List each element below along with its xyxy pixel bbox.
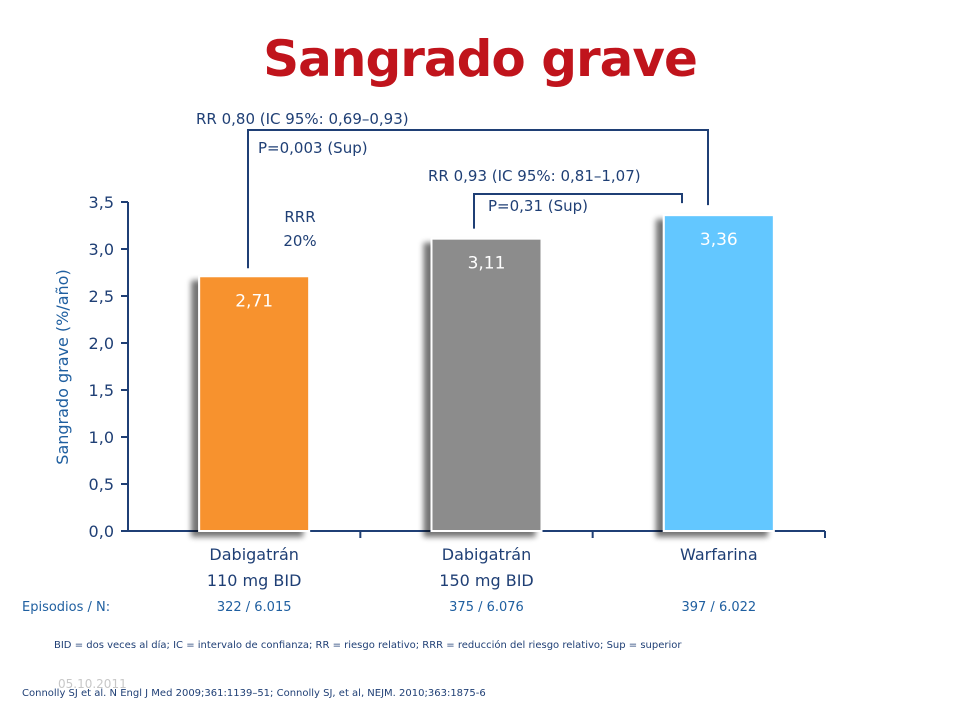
x-category-sublabel: 110 mg BID (207, 571, 301, 590)
x-category-label: Warfarina (680, 545, 758, 564)
episodes-value: 397 / 6.022 (681, 600, 756, 615)
bar (662, 214, 775, 532)
p-annotation-150: P=0,31 (Sup) (488, 197, 588, 215)
rrr-value: 20% (283, 232, 316, 250)
rr-annotation-150: RR 0,93 (IC 95%: 0,81–1,07) (428, 167, 641, 185)
y-tick-label: 3,0 (89, 240, 114, 259)
rrr-label: RRR (284, 208, 315, 226)
bracket-110-vs-warfarina (247, 129, 709, 269)
bar-value-label: 3,11 (468, 254, 506, 274)
bar (198, 275, 311, 533)
reference-citation: Connolly SJ et al. N Engl J Med 2009;361… (22, 688, 486, 699)
y-tick-label: 0,5 (89, 475, 114, 494)
y-tick-label: 0,0 (89, 522, 114, 541)
y-axis-label: Sangrado grave (%/año) (53, 269, 72, 464)
y-tick-label: 1,0 (89, 428, 114, 447)
episodes-value: 322 / 6.015 (217, 600, 292, 615)
y-tick-label: 2,5 (89, 287, 114, 306)
y-tick-label: 1,5 (89, 381, 114, 400)
slide-title: Sangrado grave (263, 30, 698, 88)
footnote: BID = dos veces al día; IC = intervalo d… (54, 640, 682, 651)
x-category-label: Dabigatrán (209, 545, 298, 564)
p-annotation-110: P=0,003 (Sup) (258, 139, 368, 157)
episodes-label: Episodios / N: (22, 600, 110, 615)
bar (430, 237, 543, 532)
bracket-150-vs-warfarina (473, 193, 683, 229)
rr-annotation-110: RR 0,80 (IC 95%: 0,69–0,93) (196, 110, 409, 128)
x-category-label: Dabigatrán (442, 545, 531, 564)
slide-date: 05.10.2011 (58, 677, 127, 691)
episodes-value: 375 / 6.076 (449, 600, 524, 615)
y-tick-label: 2,0 (89, 334, 114, 353)
bar-value-label: 2,71 (235, 291, 273, 311)
y-tick-label: 3,5 (89, 193, 114, 212)
x-category-sublabel: 150 mg BID (439, 571, 533, 590)
bar-value-label: 3,36 (700, 230, 738, 250)
